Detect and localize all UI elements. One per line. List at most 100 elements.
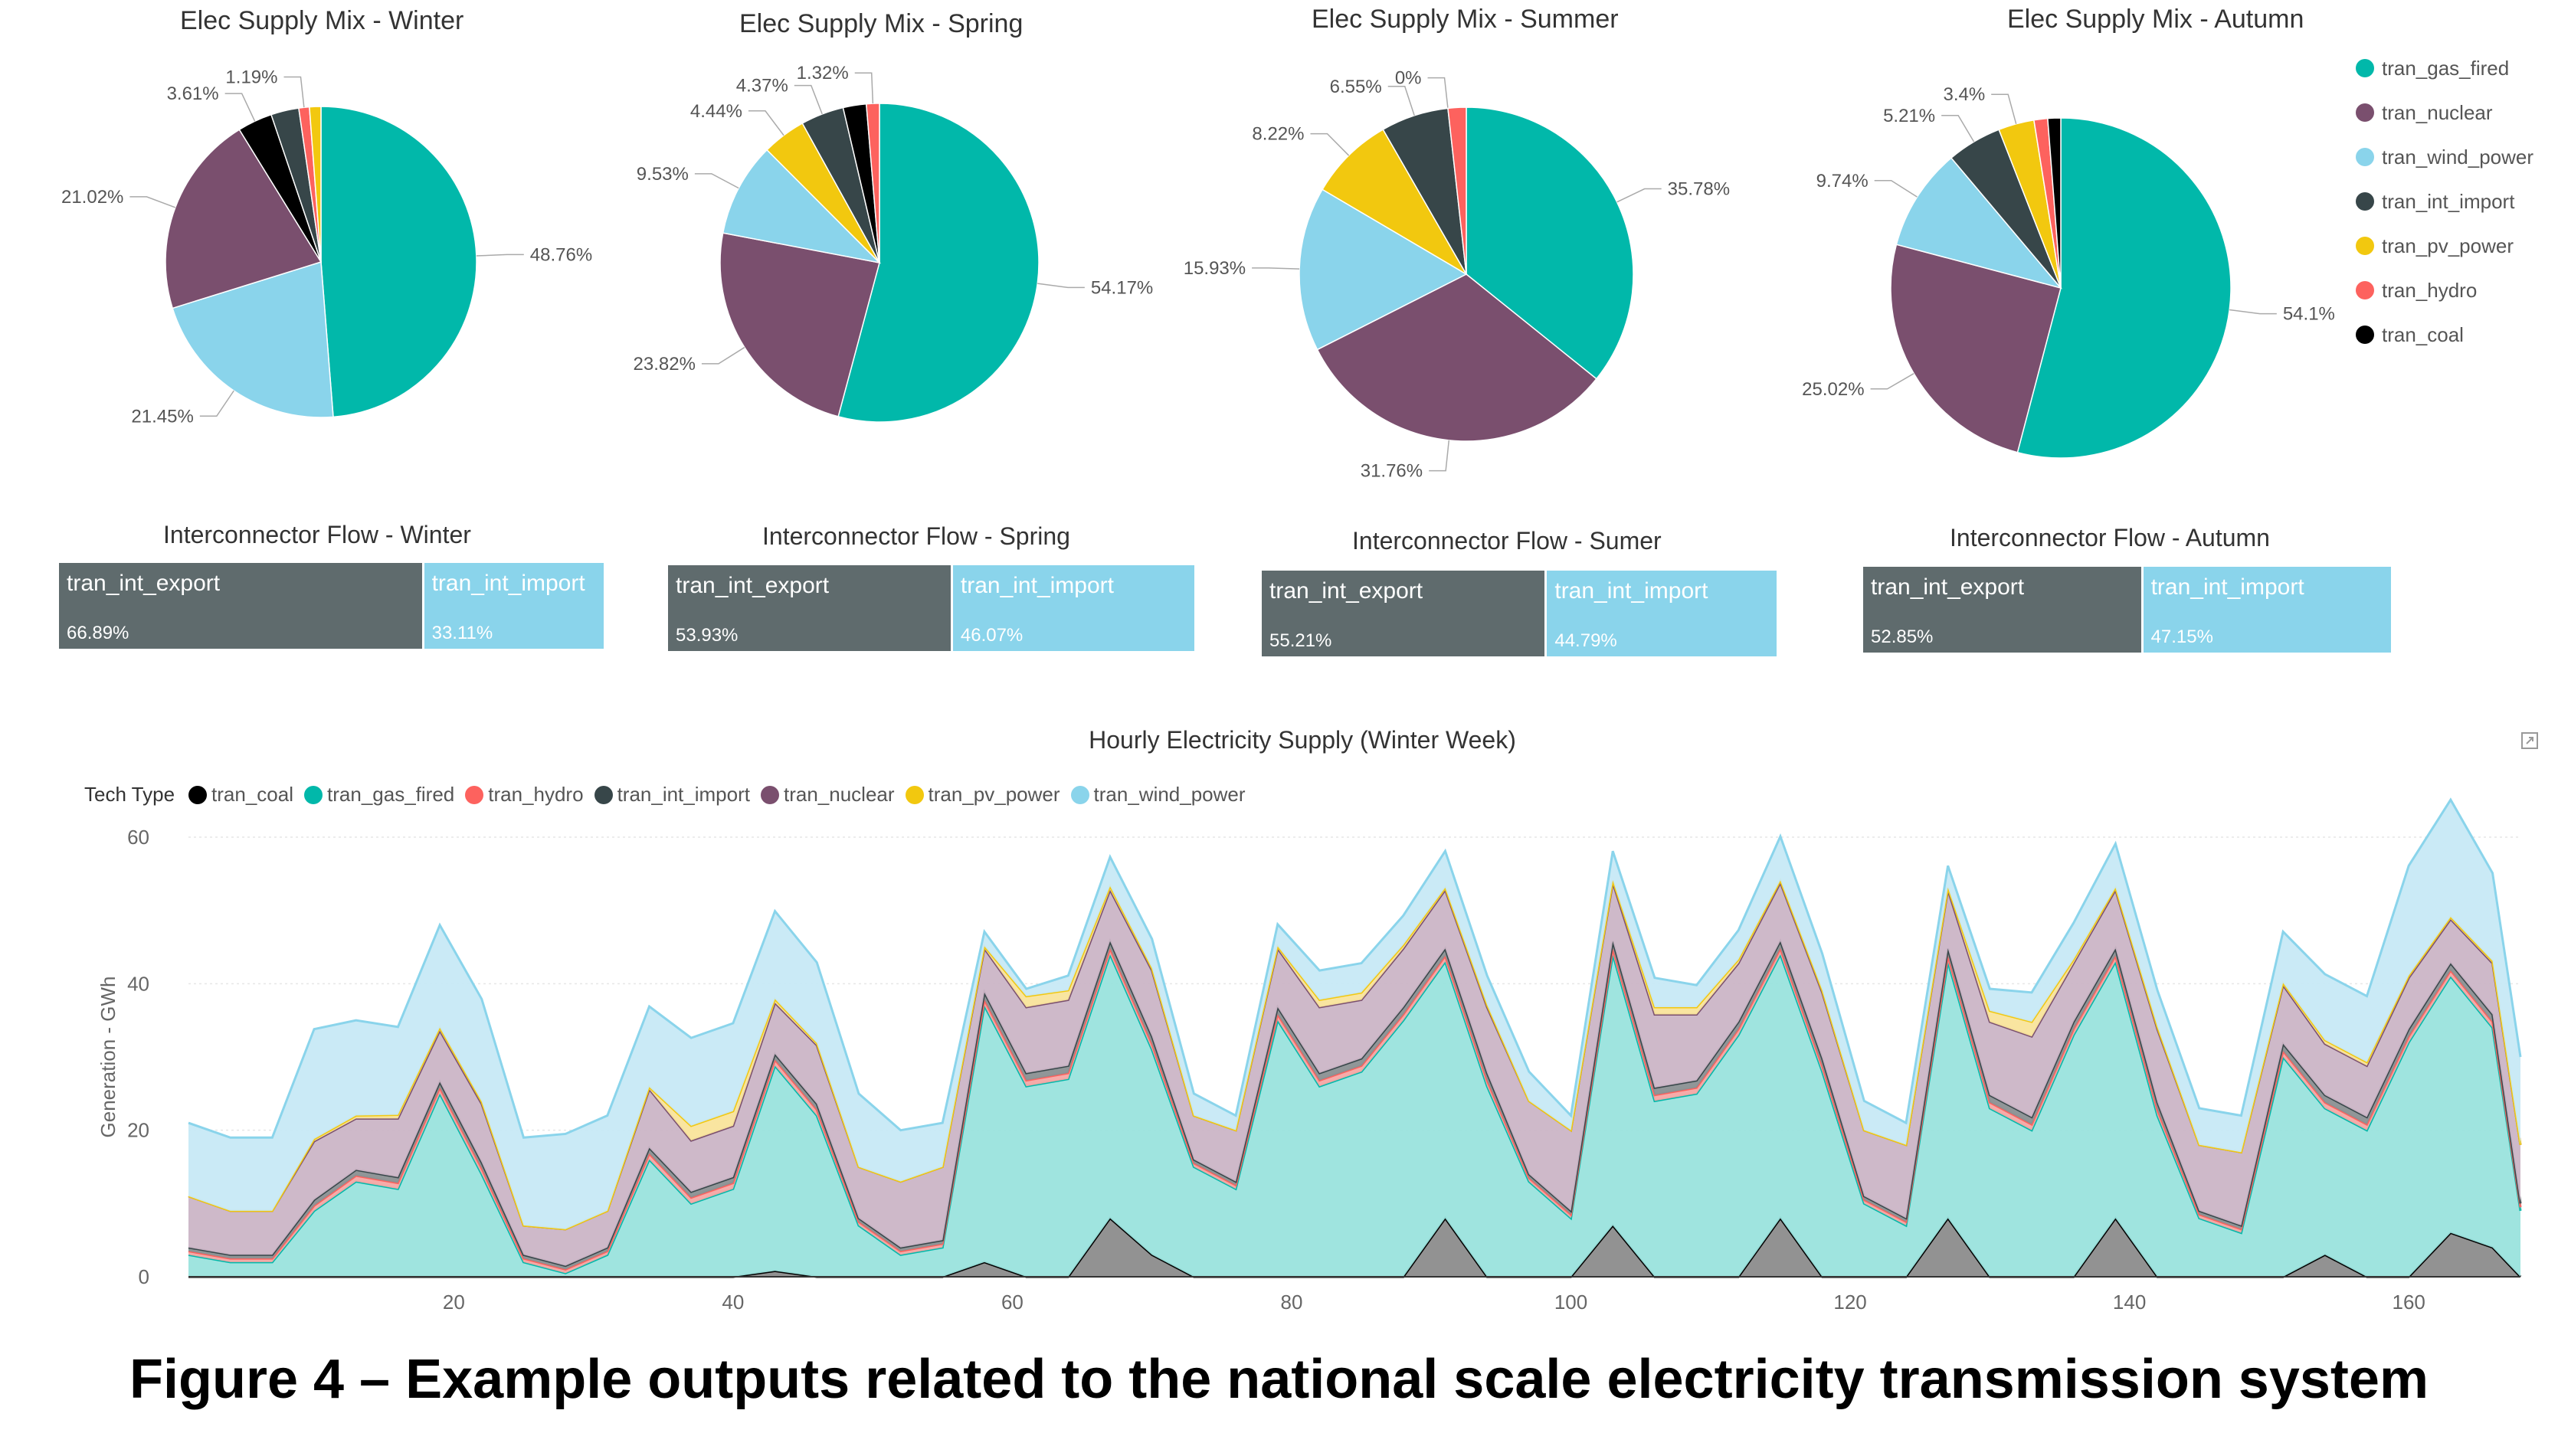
ic-3-segment-import[interactable]: tran_int_import 47.15% — [2143, 567, 2393, 653]
pie-1-label-tran_hydro: 1.32% — [797, 63, 849, 83]
pie-1-slice-tran_hydro[interactable] — [865, 103, 880, 263]
legend-title: Tech Type — [84, 783, 175, 806]
pie-3-slice-tran_gas_fired[interactable] — [2016, 117, 2232, 459]
pie-chart-winter[interactable]: 48.76% 21.45% 21.02% 3.61% 1.19% 54.17% 23.82%… — [0, 0, 2558, 521]
x-tick-label: 100 — [1554, 1291, 1587, 1314]
pie-0-slice-tran_gas_fired[interactable] — [320, 106, 477, 418]
ic-0-segment-import[interactable]: tran_int_import 33.11% — [424, 563, 606, 649]
pie-title-winter: Elec Supply Mix - Winter — [180, 6, 464, 35]
legend-label: tran_nuclear — [2382, 100, 2493, 124]
ic-0-segment-export[interactable]: tran_int_export 66.89% — [59, 563, 424, 649]
ic-2-export-label: tran_int_export — [1269, 578, 1423, 604]
area-legend-item-tran_pv_power[interactable]: tran_pv_power — [905, 783, 1060, 807]
pie-3-label-tran_wind_power: 9.74% — [1816, 171, 1869, 191]
legend-item-tran_hydro[interactable]: tran_hydro — [2356, 268, 2533, 312]
ic-title-winter: Interconnector Flow - Winter — [163, 521, 471, 548]
ic-3-export-label: tran_int_export — [1871, 574, 2025, 600]
pie-3-leader-tran_wind_power — [1874, 180, 1918, 198]
area-series-tran_wind_power[interactable] — [188, 800, 2520, 1229]
interconnector-treemap-summer[interactable]: tran_int_export 55.21% tran_int_import 44.7… — [1262, 571, 1779, 656]
pie-1-leader-tran_wind_power — [694, 173, 739, 189]
pie-1-label-tran_nuclear: 23.82% — [634, 354, 696, 375]
legend-dot — [760, 785, 779, 804]
area-chart-title: Hourly Electricity Supply (Winter Week) — [1089, 726, 1516, 754]
pie-2-label-tran_coal: 0% — [1395, 68, 1422, 89]
area-legend-item-tran_wind_power[interactable]: tran_wind_power — [1070, 783, 1246, 807]
legend-dot — [2356, 237, 2374, 255]
x-tick-label: 80 — [1281, 1291, 1303, 1314]
legend-item-tran_int_import[interactable]: tran_int_import — [2356, 179, 2533, 224]
pie-0-label-tran_coal: 3.61% — [167, 83, 219, 104]
pie-0-leader-tran_wind_power — [199, 390, 234, 417]
pie-1-slice-tran_wind_power[interactable] — [722, 149, 882, 264]
area-series-tran_coal[interactable] — [188, 1218, 2520, 1277]
pie-3-slice-tran_coal[interactable] — [2047, 117, 2062, 289]
y-tick-label: 0 — [139, 1265, 149, 1288]
legend-label: tran_wind_power — [1093, 783, 1246, 806]
legend-label: tran_gas_fired — [327, 783, 455, 806]
ic-2-import-label: tran_int_import — [1554, 578, 1708, 604]
y-tick-label: 20 — [127, 1119, 149, 1142]
ic-2-segment-export[interactable]: tran_int_export 55.21% — [1262, 571, 1548, 656]
ic-1-segment-import[interactable]: tran_int_import 46.07% — [952, 565, 1197, 651]
legend-item-tran_wind_power[interactable]: tran_wind_power — [2356, 135, 2533, 179]
legend-dot — [2356, 281, 2374, 299]
pie-3-label-tran_gas_fired: 54.1% — [2283, 304, 2335, 325]
area-series-tran_gas_fired[interactable] — [188, 954, 2520, 1277]
ic-title-autumn: Interconnector Flow - Autumn — [1950, 524, 2270, 551]
pie-1-label-tran_pv_power: 4.44% — [690, 101, 742, 122]
ic-0-import-label: tran_int_import — [431, 571, 585, 596]
pie-0-label-tran_nuclear: 21.02% — [61, 187, 123, 208]
interconnector-treemap-autumn[interactable]: tran_int_export 52.85% tran_int_import 47.1… — [1863, 567, 2393, 653]
pie-2-label-tran_gas_fired: 35.78% — [1668, 179, 1730, 200]
legend-item-tran_nuclear[interactable]: tran_nuclear — [2356, 90, 2533, 135]
area-legend-item-tran_hydro[interactable]: tran_hydro — [465, 783, 584, 807]
x-tick-label: 20 — [443, 1291, 465, 1314]
pie-1-leader-tran_pv_power — [748, 110, 784, 136]
interconnector-treemap-spring[interactable]: tran_int_export 53.93% tran_int_import 46.0… — [668, 565, 1197, 651]
interconnector-treemap-winter[interactable]: tran_int_export 66.89% tran_int_import 33.1… — [59, 563, 606, 649]
expand-icon[interactable] — [2520, 731, 2539, 750]
pie-3-leader-tran_nuclear — [1870, 373, 1914, 390]
legend-item-tran_coal[interactable]: tran_coal — [2356, 312, 2533, 357]
ic-1-segment-export[interactable]: tran_int_export 53.93% — [668, 565, 953, 651]
pie-1-leader-tran_nuclear — [701, 346, 745, 365]
ic-3-segment-export[interactable]: tran_int_export 52.85% — [1863, 567, 2144, 653]
pie-0-label-tran_wind_power: 21.45% — [131, 406, 193, 427]
pie-0-label-tran_gas_fired: 48.76% — [530, 244, 592, 265]
ic-2-segment-import[interactable]: tran_int_import 44.79% — [1547, 571, 1779, 656]
ic-1-import-value: 46.07% — [960, 625, 1024, 646]
legend-label: tran_int_import — [617, 783, 750, 806]
pie-2-slice-tran_pv_power[interactable] — [1322, 129, 1469, 276]
pie-2-leader-tran_nuclear — [1429, 440, 1450, 472]
ic-0-import-value: 33.11% — [431, 623, 493, 643]
pie-2-leader-tran_coal — [1427, 77, 1449, 109]
legend-label: tran_pv_power — [928, 783, 1060, 806]
area-legend-item-tran_gas_fired[interactable]: tran_gas_fired — [304, 783, 454, 807]
pie-1-slice-tran_gas_fired[interactable] — [837, 103, 1040, 423]
pie-2-label-tran_wind_power: 15.93% — [1184, 258, 1246, 279]
area-series-tran_nuclear[interactable] — [188, 882, 2520, 1266]
pie-3-label-tran_pv_power: 3.4% — [1943, 84, 1985, 105]
ic-2-export-value: 55.21% — [1269, 630, 1332, 651]
legend-dot — [905, 785, 924, 804]
ic-0-export-value: 66.89% — [67, 623, 129, 643]
area-legend-item-tran_nuclear[interactable]: tran_nuclear — [760, 783, 895, 807]
pie-0-slice-tran_nuclear[interactable] — [165, 129, 323, 309]
pie-3-leader-tran_int_import — [1941, 115, 1975, 142]
pie-3-label-tran_int_import: 5.21% — [1883, 106, 1935, 126]
legend-item-tran_pv_power[interactable]: tran_pv_power — [2356, 224, 2533, 268]
pie-0-leader-tran_hydro — [283, 76, 305, 108]
ic-0-export-label: tran_int_export — [67, 571, 221, 596]
x-tick-label: 40 — [722, 1291, 744, 1314]
ic-1-import-label: tran_int_import — [960, 573, 1114, 598]
area-chart[interactable]: 0 20 40 60 20 40 60 80 100 120 140 160 Generation - … — [0, 0, 2558, 1333]
pie-3-slice-tran_wind_power[interactable] — [1895, 157, 2063, 290]
pie-0-slice-tran_pv_power[interactable] — [309, 106, 322, 263]
legend-item-tran_gas_fired[interactable]: tran_gas_fired — [2356, 46, 2533, 90]
pie-2-slice-tran_hydro[interactable] — [1447, 106, 1467, 275]
pie-3-slice-tran_nuclear[interactable] — [1890, 244, 2062, 453]
area-legend-item-tran_int_import[interactable]: tran_int_import — [594, 783, 750, 807]
legend-label: tran_coal — [2382, 322, 2464, 346]
area-legend-item-tran_coal[interactable]: tran_coal — [188, 783, 293, 807]
